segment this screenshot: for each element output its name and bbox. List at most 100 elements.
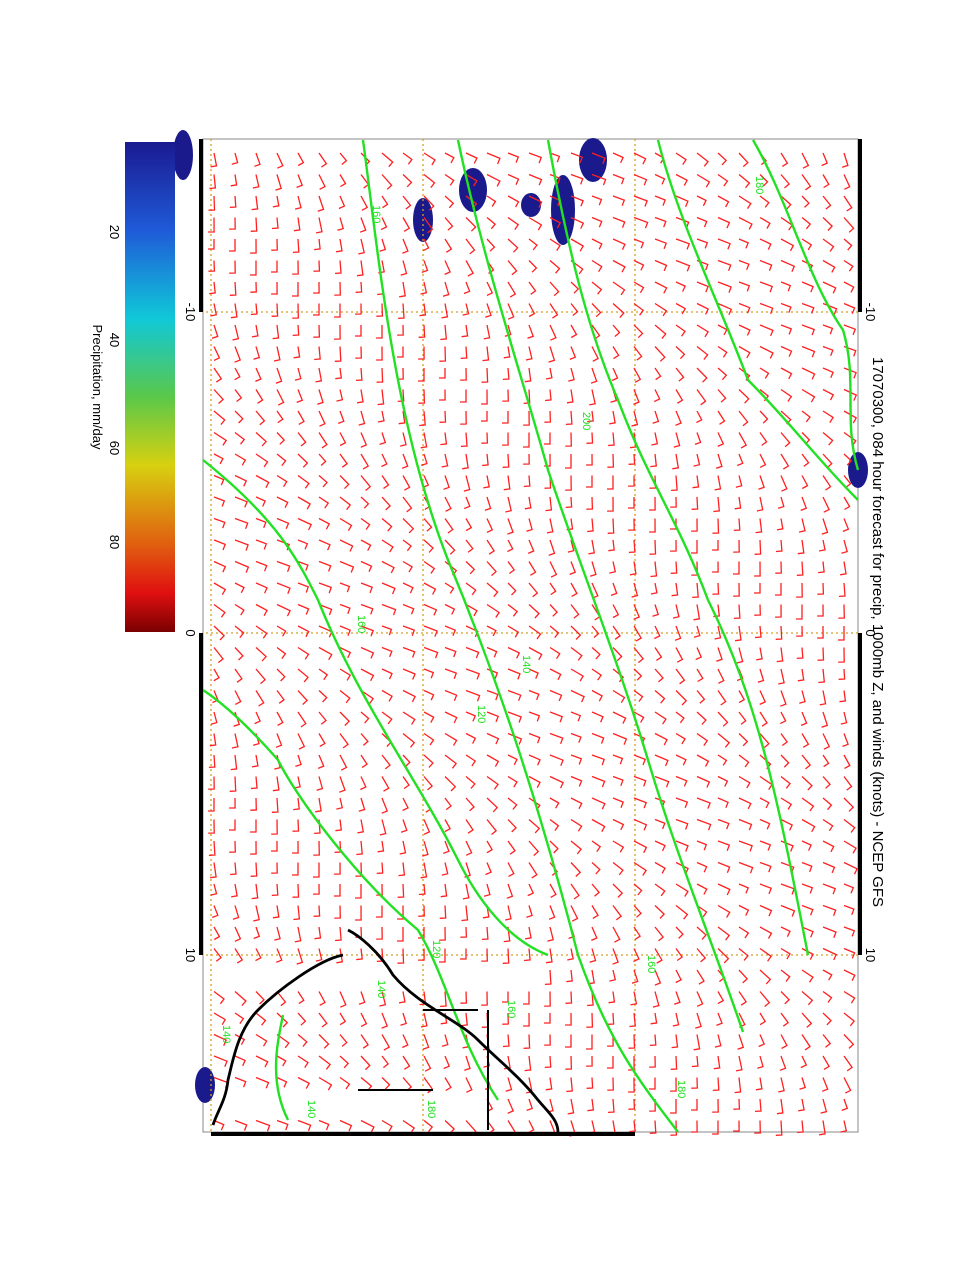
wind-barb bbox=[630, 432, 637, 449]
wind-barb bbox=[650, 1012, 658, 1025]
wind-barb bbox=[843, 754, 851, 769]
wind-barb bbox=[549, 303, 559, 319]
wind-barb bbox=[631, 582, 639, 598]
wind-barb bbox=[717, 991, 725, 1005]
wind-barb bbox=[528, 1120, 535, 1134]
wind-barb bbox=[633, 797, 648, 809]
wind-barb bbox=[507, 582, 517, 596]
wind-barb bbox=[633, 711, 645, 723]
wind-barb bbox=[460, 389, 467, 403]
wind-barb bbox=[566, 969, 573, 983]
wind-barb bbox=[318, 517, 331, 530]
wind-barb bbox=[843, 324, 857, 336]
wind-barb bbox=[486, 754, 500, 767]
wind-barb bbox=[527, 883, 535, 897]
wind-barb bbox=[650, 561, 658, 578]
wind-barb bbox=[297, 1076, 310, 1089]
wind-barb bbox=[209, 733, 217, 747]
wind-barb bbox=[654, 324, 667, 340]
wind-barb bbox=[822, 475, 832, 491]
wind-barb bbox=[275, 367, 283, 384]
wind-barb bbox=[318, 432, 328, 449]
wind-barb bbox=[843, 1055, 854, 1072]
wind-barb bbox=[213, 539, 227, 551]
wind-barb bbox=[675, 797, 689, 809]
wind-barb bbox=[628, 1098, 636, 1110]
wind-barb bbox=[336, 948, 344, 964]
wind-barb bbox=[230, 862, 237, 876]
wind-barb bbox=[738, 281, 751, 292]
wind-barb bbox=[313, 281, 320, 294]
wind-barb bbox=[293, 905, 301, 921]
wind-barb bbox=[381, 195, 389, 209]
wind-barb bbox=[817, 625, 824, 639]
wind-barb bbox=[759, 432, 768, 446]
wind-barb bbox=[339, 625, 352, 636]
wind-barb bbox=[460, 346, 468, 360]
wind-barb bbox=[733, 1098, 741, 1110]
wind-barb bbox=[234, 474, 248, 487]
wind-barb bbox=[591, 754, 606, 766]
wind-barb bbox=[838, 647, 845, 663]
wind-barb bbox=[402, 776, 410, 790]
wind-barb bbox=[651, 432, 659, 446]
wind-barb bbox=[293, 217, 301, 232]
wind-barb bbox=[507, 518, 514, 535]
wind-barb bbox=[360, 1012, 368, 1027]
wind-barb bbox=[649, 1055, 656, 1068]
wind-barb bbox=[717, 926, 731, 941]
wind-barb bbox=[402, 689, 416, 703]
wind-barb bbox=[336, 797, 344, 810]
wind-barb bbox=[422, 475, 430, 489]
lon-ticks-bottom: -10 0 10 bbox=[183, 303, 198, 963]
wind-barb bbox=[523, 475, 531, 488]
wind-barb bbox=[591, 238, 603, 250]
wind-barb bbox=[738, 152, 749, 168]
edge-bar bbox=[858, 139, 862, 312]
wind-barb bbox=[717, 195, 730, 208]
wind-barb bbox=[591, 818, 606, 833]
wind-barb bbox=[234, 389, 243, 403]
wind-barb bbox=[798, 518, 806, 533]
wind-barb bbox=[313, 883, 320, 895]
wind-barb bbox=[315, 797, 322, 813]
wind-barb bbox=[318, 410, 326, 427]
wind-barb bbox=[420, 453, 428, 466]
wind-barb bbox=[759, 797, 770, 809]
wind-barb bbox=[776, 647, 784, 663]
wind-barb bbox=[586, 1077, 594, 1089]
wind-barb bbox=[822, 432, 834, 446]
wind-barb bbox=[737, 1034, 745, 1050]
wind-barb bbox=[297, 668, 309, 683]
wind-barb bbox=[654, 173, 666, 185]
wind-barb bbox=[654, 216, 667, 228]
wind-barb bbox=[628, 475, 635, 487]
wind-barb bbox=[671, 475, 678, 492]
wind-barb bbox=[570, 173, 584, 185]
wind-barb bbox=[843, 367, 857, 379]
wind-barb bbox=[633, 840, 648, 854]
wind-barb bbox=[801, 776, 813, 791]
wind-barb bbox=[591, 775, 606, 788]
wind-barb bbox=[842, 152, 849, 168]
wind-barb bbox=[778, 668, 785, 685]
wind-barb bbox=[654, 367, 662, 381]
wind-barb bbox=[649, 1120, 657, 1134]
lon-ticks-top: -10 0 10 bbox=[863, 303, 878, 963]
wind-barb bbox=[838, 626, 845, 641]
wind-barb bbox=[838, 582, 846, 598]
wind-barb bbox=[358, 991, 366, 1005]
wind-barb bbox=[817, 582, 825, 595]
wind-barb bbox=[528, 862, 538, 879]
wind-barb bbox=[523, 432, 530, 448]
wind-barb bbox=[654, 668, 664, 683]
wind-barb bbox=[314, 346, 321, 361]
wind-barb bbox=[336, 389, 344, 402]
wind-barb bbox=[612, 281, 626, 296]
wind-barb bbox=[528, 173, 543, 186]
wind-barb bbox=[485, 303, 492, 318]
wind-barb bbox=[338, 195, 346, 210]
wind-barb bbox=[381, 668, 393, 680]
wind-barb bbox=[297, 453, 309, 468]
wind-barb bbox=[612, 647, 623, 662]
